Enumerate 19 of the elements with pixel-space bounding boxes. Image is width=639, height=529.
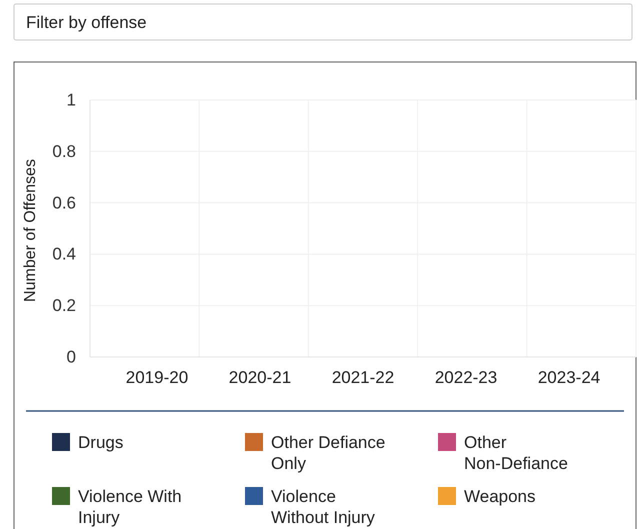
y-tick-label: 0.2 xyxy=(52,296,76,316)
x-tick-label: 2021-22 xyxy=(332,368,394,388)
legend-label: Other Non-Defiance xyxy=(464,433,568,473)
y-tick-label: 0.4 xyxy=(52,244,76,264)
y-tick-label: 0 xyxy=(66,347,76,366)
legend-label: Violence With Injury xyxy=(78,487,182,527)
x-tick-label: 2020-21 xyxy=(228,368,292,388)
y-axis-title: Number of Offenses xyxy=(22,159,39,302)
legend-label: Violence Without Injury xyxy=(271,487,376,527)
legend-label: Drugs xyxy=(78,433,124,452)
x-tick-label: 2023-24 xyxy=(538,368,600,388)
legend-label: Weapons xyxy=(464,487,536,506)
x-tick-label: 2019-20 xyxy=(126,368,188,388)
y-tick-label: 1 xyxy=(66,90,76,110)
filter-field: Filter by offense xyxy=(14,4,632,40)
legend-label: Other Defiance Only xyxy=(271,433,386,473)
x-tick-label: 2022-23 xyxy=(434,368,498,388)
y-tick-label: 0.8 xyxy=(52,142,76,161)
y-tick-label: 0.6 xyxy=(52,193,76,212)
